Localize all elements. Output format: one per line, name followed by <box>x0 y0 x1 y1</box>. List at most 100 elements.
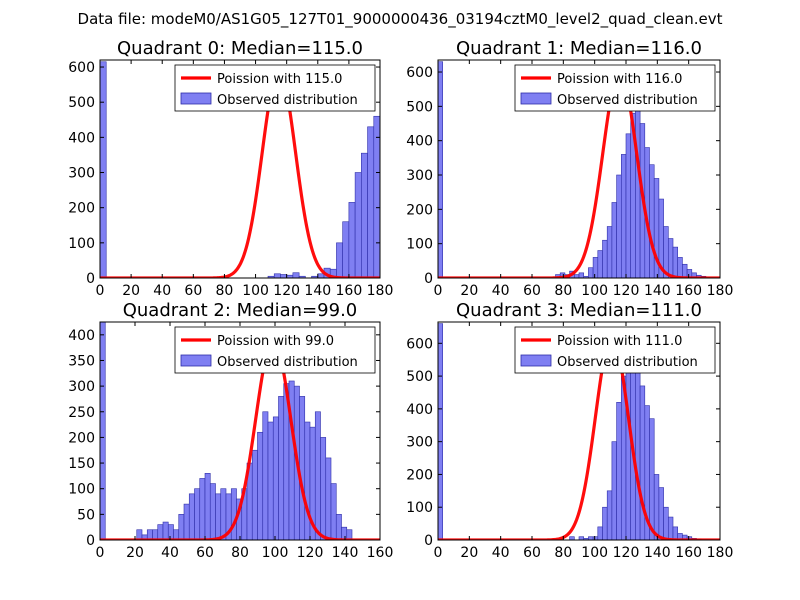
histogram-bar <box>292 272 300 278</box>
histogram-bar <box>320 437 327 540</box>
x-tick-label: 40 <box>492 545 510 561</box>
histogram-bar <box>597 250 603 278</box>
histogram-bar <box>257 431 264 540</box>
x-tick-label: 160 <box>675 545 702 561</box>
legend-bar-label: Observed distribution <box>217 93 358 108</box>
x-tick-label: 0 <box>96 545 105 561</box>
y-tick-label: 400 <box>68 130 95 146</box>
histogram-bar <box>438 61 443 278</box>
legend-bar-swatch <box>520 92 552 105</box>
x-tick-label: 140 <box>644 283 671 299</box>
x-tick-label: 160 <box>367 545 394 561</box>
histogram-bar <box>616 402 622 540</box>
histogram-bar <box>361 152 368 278</box>
histogram-bar <box>620 154 627 278</box>
histogram-bar <box>325 457 332 540</box>
y-tick-label: 200 <box>406 467 433 483</box>
y-tick-label: 500 <box>406 369 433 385</box>
histogram-bar <box>578 272 584 278</box>
histogram-bar <box>157 524 164 540</box>
histogram-bar <box>336 242 343 278</box>
x-tick-label: 60 <box>196 545 214 561</box>
x-tick-label: 60 <box>523 545 541 561</box>
histogram-bar <box>635 369 641 540</box>
axes-frame <box>437 321 721 541</box>
histogram-bar <box>314 411 321 540</box>
y-tick-label: 600 <box>406 336 433 352</box>
quadrant-1-legend: Poission with 116.0 Observed distribution <box>514 64 716 112</box>
histogram-bar <box>667 238 674 278</box>
histogram-bar <box>573 274 580 278</box>
histogram-bar <box>602 506 608 540</box>
histogram-bar <box>649 418 655 540</box>
x-tick-label: 20 <box>460 283 478 299</box>
histogram-bar <box>606 226 613 278</box>
x-tick-label: 40 <box>161 545 179 561</box>
x-tick-label: 160 <box>675 283 702 299</box>
histogram-bar <box>367 126 375 278</box>
histogram-bar <box>592 257 599 278</box>
histogram-bar <box>625 356 631 540</box>
histogram-bar <box>204 473 211 540</box>
x-tick-label: 40 <box>492 283 510 299</box>
histogram-bar <box>616 174 622 278</box>
y-tick-label: 100 <box>406 237 433 253</box>
histogram-bar <box>672 526 678 540</box>
x-tick-label: 0 <box>434 283 443 299</box>
histogram-bar <box>194 488 201 540</box>
x-tick-label: 140 <box>332 545 359 561</box>
x-tick-label: 60 <box>523 283 541 299</box>
histogram-bar <box>209 483 216 540</box>
quadrant-0-legend: Poission with 115.0 Observed distribution <box>174 64 376 112</box>
x-tick-label: 60 <box>184 283 202 299</box>
x-tick-label: 180 <box>707 283 734 299</box>
x-tick-label: 100 <box>242 283 269 299</box>
histogram-bar <box>663 506 669 540</box>
histogram-bar <box>348 202 356 278</box>
histogram-bar <box>639 385 646 540</box>
legend-line-label: Poission with 99.0 <box>217 334 334 349</box>
histogram-bar <box>100 61 107 278</box>
legend-bar-label: Observed distribution <box>557 93 698 108</box>
histogram-bar <box>262 411 269 540</box>
histogram-bar <box>438 323 443 540</box>
y-tick-label: 150 <box>68 456 95 472</box>
quadrant-2-panel: 0 20 40 60 80 100 120 140 160 0 50 100 150 200 250 300 3… <box>68 300 393 561</box>
histogram-bar <box>342 221 350 278</box>
histogram-bar <box>625 133 631 278</box>
quadrant-1-histogram <box>438 61 707 278</box>
histogram-bar <box>399 173 405 278</box>
histogram-bar <box>392 151 398 278</box>
histogram-bar <box>611 202 617 278</box>
x-tick-label: 20 <box>126 545 144 561</box>
histogram-bar <box>162 521 169 540</box>
y-tick-label: 300 <box>406 435 433 451</box>
histogram-bar <box>649 164 655 278</box>
legend-line-label: Poission with 115.0 <box>217 72 342 87</box>
poisson-curve-line <box>100 338 380 540</box>
y-tick-label: 100 <box>68 482 95 498</box>
x-tick-label: 80 <box>231 545 249 561</box>
y-tick-label: 0 <box>86 271 95 287</box>
figure-suptitle: Data file: modeM0/AS1G05_127T01_90000004… <box>78 10 723 29</box>
histogram-bar <box>653 474 660 540</box>
x-tick-label: 0 <box>434 545 443 561</box>
histogram-bar <box>379 144 380 278</box>
quadrant-0-panel: 0 20 40 60 80 100 120 140 160 1800100200300400500… <box>68 38 448 299</box>
histogram-bar <box>658 487 664 540</box>
histogram-bar <box>220 488 227 540</box>
y-tick-label: 400 <box>406 134 433 150</box>
x-tick-label: 40 <box>153 283 171 299</box>
histogram-bar <box>677 257 683 278</box>
histogram-bar <box>442 264 448 278</box>
y-tick-label: 500 <box>68 95 95 111</box>
histogram-bar <box>335 514 342 540</box>
quadrant-3-legend: Poission with 111.0 Observed distribution <box>514 326 716 374</box>
y-tick-label: 400 <box>406 402 433 418</box>
y-tick-label: 200 <box>68 201 95 217</box>
x-tick-label: 20 <box>460 545 478 561</box>
histogram-bar <box>273 273 281 278</box>
quadrant-2-title: Quadrant 2: Median=99.0 <box>123 300 358 321</box>
y-tick-label: 0 <box>424 271 433 287</box>
histogram-bar <box>667 516 674 540</box>
